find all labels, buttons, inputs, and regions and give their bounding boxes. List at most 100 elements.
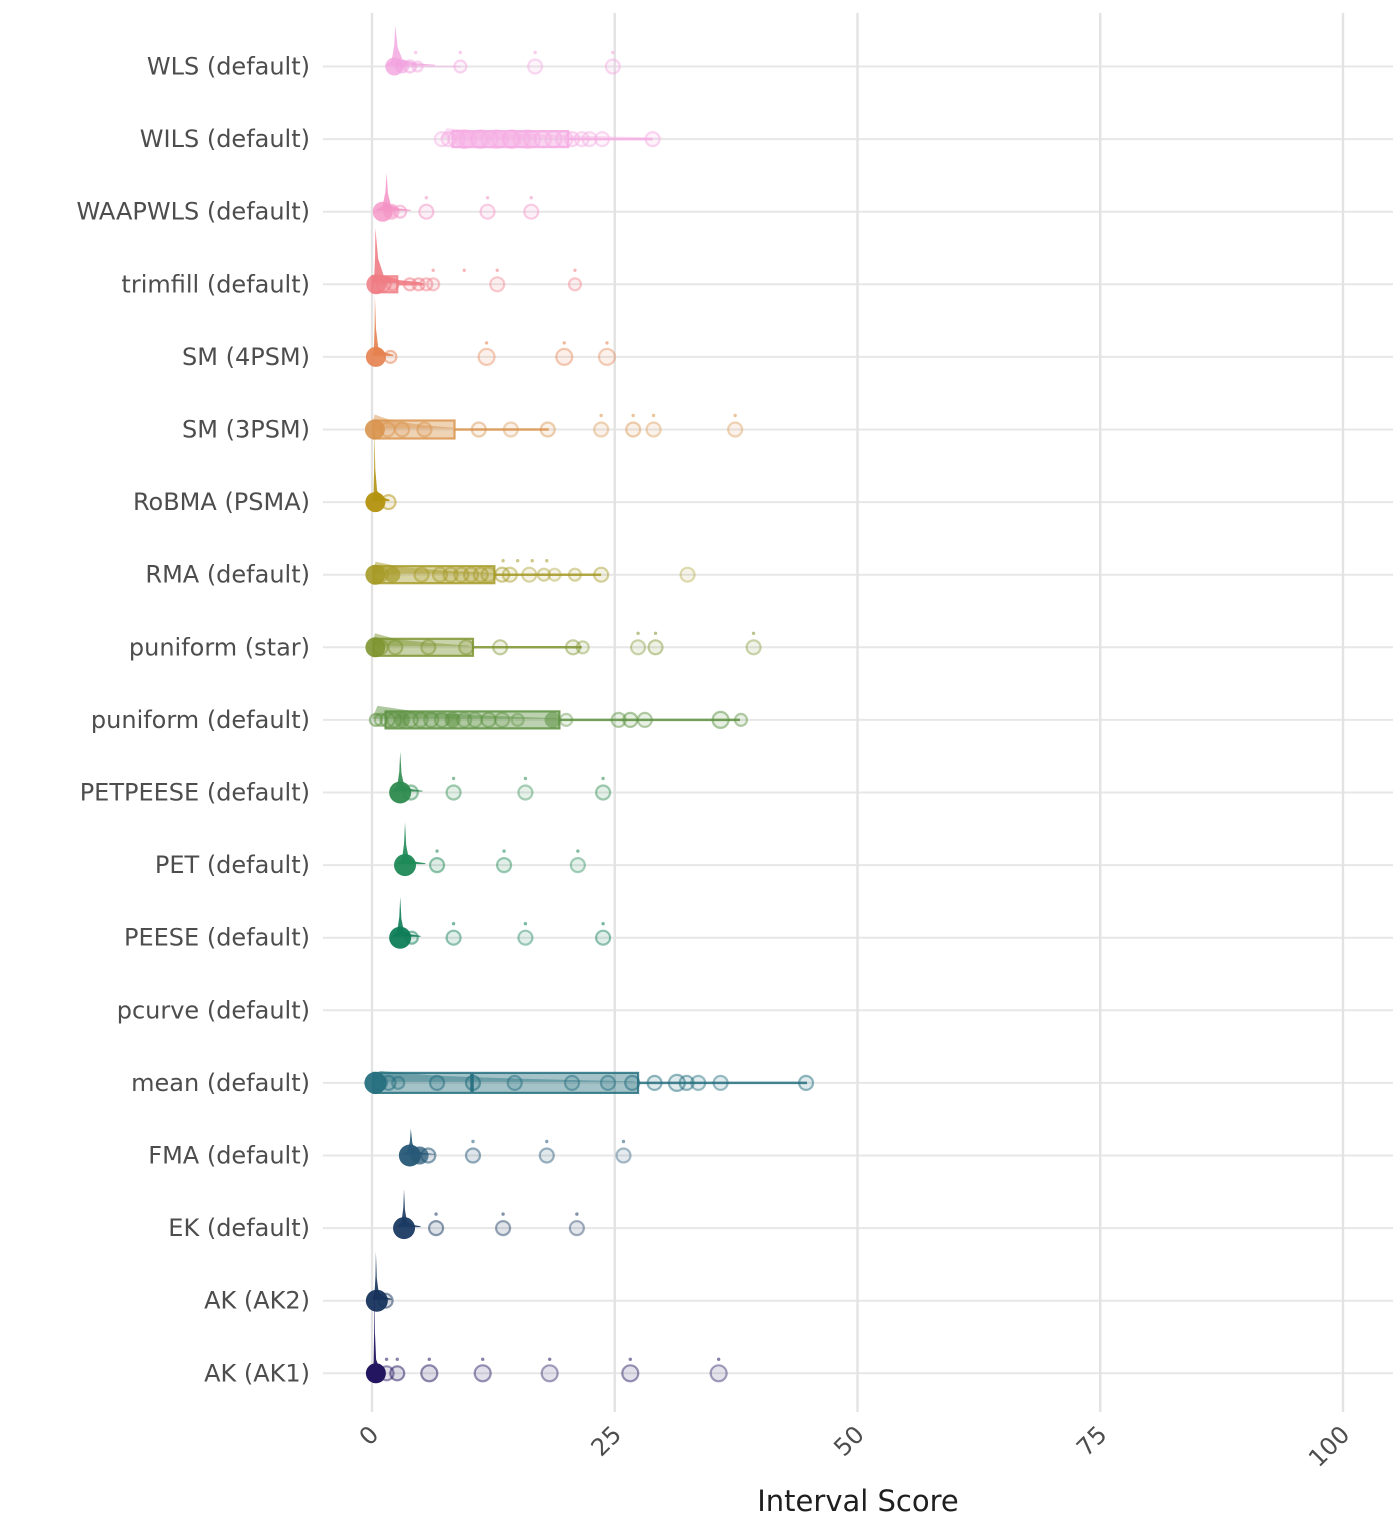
data-point [594, 131, 611, 148]
data-point [646, 1074, 663, 1092]
y-axis-label: RoBMA (PSMA) [133, 488, 310, 516]
violin-tick-dot [413, 50, 418, 55]
data-point [568, 1219, 585, 1237]
violin-slab [372, 705, 557, 719]
y-axis-label: pcurve (default) [117, 996, 310, 1024]
violin-tick-dot [751, 631, 756, 635]
data-point [418, 203, 435, 220]
violin-tick-dot [451, 776, 456, 781]
violin-tick-dot [501, 559, 505, 563]
violin-tick-dot [547, 1357, 552, 1362]
data-point [427, 1219, 445, 1237]
violin-tick-dot [424, 196, 429, 200]
y-axis-label: WLS (default) [147, 53, 310, 81]
y-axis-label: SM (3PSM) [182, 416, 310, 444]
violin-tick-dot [502, 849, 506, 853]
data-point [645, 421, 662, 438]
data-point [536, 567, 551, 582]
violin-spike [374, 172, 411, 211]
data-point [547, 567, 562, 582]
data-point [479, 203, 496, 220]
data-point [647, 639, 664, 656]
data-point [709, 1364, 728, 1383]
data-point [615, 1147, 632, 1164]
data-point [391, 1075, 406, 1091]
y-axis-label: mean (default) [131, 1069, 310, 1097]
data-point [625, 421, 642, 438]
cluster-dot [444, 711, 461, 728]
cluster-dot [410, 1146, 429, 1165]
data-point [581, 131, 598, 148]
data-point [494, 711, 511, 729]
violin-spike [372, 295, 394, 356]
violin-tick-dot [545, 559, 549, 563]
data-point [517, 784, 534, 801]
data-point [610, 711, 627, 729]
violin-tick-dot [431, 268, 435, 272]
violin-spike [372, 1251, 392, 1300]
data-point [539, 421, 556, 438]
data-point [563, 1074, 581, 1092]
cluster-dot [365, 346, 386, 367]
violin-tick-dot [523, 776, 528, 781]
data-point [573, 131, 590, 148]
y-axis-label: puniform (default) [91, 706, 310, 734]
y-axis-label: PET (default) [155, 851, 310, 879]
cluster-dot [454, 129, 475, 150]
data-point [593, 421, 610, 438]
violin-tick-dot [530, 559, 534, 563]
violin-tick-dot [545, 1139, 549, 1144]
violin-spike [372, 431, 390, 502]
data-point [389, 1365, 406, 1382]
data-point [473, 1364, 492, 1383]
y-axis-label: WAAPWLS (default) [76, 198, 310, 226]
y-axis-label: FMA (default) [148, 1142, 310, 1170]
cluster-dot [501, 129, 522, 150]
data-point [394, 421, 411, 438]
violin-tick-dot [523, 922, 528, 926]
violin-tick-dot [395, 1357, 399, 1362]
y-axis-label: trimfill (default) [121, 270, 310, 298]
violin-tick-dot [716, 1357, 721, 1362]
data-point [494, 1219, 512, 1237]
data-point [445, 929, 462, 946]
cluster-dot [364, 1071, 387, 1094]
violin-tick-dot [434, 1212, 438, 1216]
cluster-dot [393, 1217, 416, 1240]
violin-tick-dot [575, 1212, 579, 1216]
data-point [428, 1074, 446, 1092]
data-point [416, 421, 433, 438]
violin-tick-dot [621, 1139, 626, 1144]
data-point [480, 711, 497, 729]
cluster-dot [365, 564, 386, 585]
data-point [629, 639, 647, 656]
y-axis-label: PETPEESE (default) [80, 779, 310, 807]
data-point [593, 566, 610, 583]
cluster-dot [365, 1363, 386, 1384]
data-point [420, 1364, 439, 1383]
y-axis-label: WILS (default) [140, 125, 310, 153]
cluster-dot [389, 926, 412, 949]
data-point [453, 59, 468, 74]
cluster-dot [394, 711, 411, 728]
violin-spike [391, 896, 421, 937]
y-axis-label: PEESE (default) [124, 924, 310, 952]
data-point [523, 203, 540, 220]
violin-tick-dot [435, 849, 439, 853]
cluster-dot [365, 1289, 388, 1312]
cluster-dot [366, 274, 387, 295]
violin-tick-dot [733, 413, 737, 418]
data-point [567, 567, 583, 582]
data-point [413, 566, 430, 583]
data-point [555, 347, 574, 366]
cluster-dot [383, 203, 400, 220]
data-point [517, 929, 534, 946]
data-point [489, 276, 506, 293]
data-point [538, 1147, 555, 1164]
violin-tick-dot [427, 1357, 431, 1362]
data-point [679, 566, 696, 583]
cluster-dot [365, 492, 386, 513]
data-point [495, 856, 513, 874]
data-point [540, 1364, 559, 1383]
